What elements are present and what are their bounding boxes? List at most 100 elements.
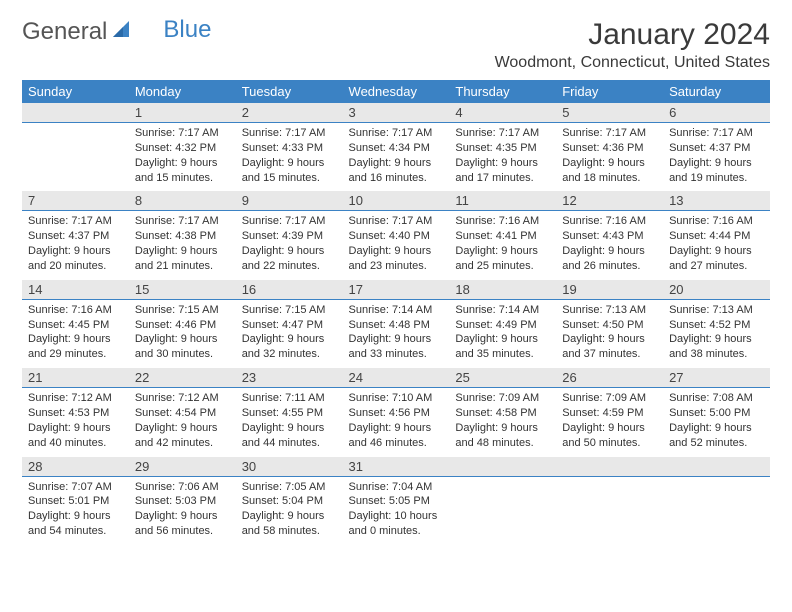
daylight-line: Daylight: 9 hours and 58 minutes. xyxy=(242,509,337,539)
day-number-bar: 30 xyxy=(236,457,343,477)
day-details: Sunrise: 7:17 AMSunset: 4:37 PMDaylight:… xyxy=(22,211,129,279)
day-details: Sunrise: 7:06 AMSunset: 5:03 PMDaylight:… xyxy=(129,477,236,545)
calendar-cell: 23Sunrise: 7:11 AMSunset: 4:55 PMDayligh… xyxy=(236,368,343,456)
daylight-line: Daylight: 9 hours and 40 minutes. xyxy=(28,421,123,451)
day-number-bar: 24 xyxy=(343,368,450,388)
location-text: Woodmont, Connecticut, United States xyxy=(495,54,770,72)
sunset-line: Sunset: 4:50 PM xyxy=(562,318,657,333)
day-details: Sunrise: 7:07 AMSunset: 5:01 PMDaylight:… xyxy=(22,477,129,545)
logo-text-general: General xyxy=(22,18,107,46)
day-details: Sunrise: 7:13 AMSunset: 4:50 PMDaylight:… xyxy=(556,300,663,368)
daylight-line: Daylight: 9 hours and 56 minutes. xyxy=(135,509,230,539)
day-number-bar: 8 xyxy=(129,191,236,211)
sunset-line: Sunset: 5:05 PM xyxy=(349,494,444,509)
day-details: Sunrise: 7:04 AMSunset: 5:05 PMDaylight:… xyxy=(343,477,450,545)
daylight-line: Daylight: 9 hours and 15 minutes. xyxy=(135,156,230,186)
empty-day-bar xyxy=(663,457,770,477)
daylight-line: Daylight: 9 hours and 30 minutes. xyxy=(135,332,230,362)
day-details: Sunrise: 7:16 AMSunset: 4:44 PMDaylight:… xyxy=(663,211,770,279)
day-details: Sunrise: 7:16 AMSunset: 4:43 PMDaylight:… xyxy=(556,211,663,279)
sunset-line: Sunset: 4:55 PM xyxy=(242,406,337,421)
empty-day-bar xyxy=(556,457,663,477)
day-number-bar: 18 xyxy=(449,280,556,300)
weekday-header: Friday xyxy=(556,80,663,103)
sunrise-line: Sunrise: 7:17 AM xyxy=(135,214,230,229)
calendar-cell: 1Sunrise: 7:17 AMSunset: 4:32 PMDaylight… xyxy=(129,103,236,191)
sunset-line: Sunset: 4:45 PM xyxy=(28,318,123,333)
day-number-bar: 10 xyxy=(343,191,450,211)
day-number-bar: 26 xyxy=(556,368,663,388)
day-details: Sunrise: 7:16 AMSunset: 4:41 PMDaylight:… xyxy=(449,211,556,279)
daylight-line: Daylight: 9 hours and 29 minutes. xyxy=(28,332,123,362)
sunset-line: Sunset: 4:52 PM xyxy=(669,318,764,333)
day-number-bar: 23 xyxy=(236,368,343,388)
calendar-body: 1Sunrise: 7:17 AMSunset: 4:32 PMDaylight… xyxy=(22,103,770,545)
calendar-cell: 16Sunrise: 7:15 AMSunset: 4:47 PMDayligh… xyxy=(236,280,343,368)
calendar-cell: 10Sunrise: 7:17 AMSunset: 4:40 PMDayligh… xyxy=(343,191,450,279)
sunrise-line: Sunrise: 7:16 AM xyxy=(562,214,657,229)
calendar-cell: 9Sunrise: 7:17 AMSunset: 4:39 PMDaylight… xyxy=(236,191,343,279)
calendar-cell: 17Sunrise: 7:14 AMSunset: 4:48 PMDayligh… xyxy=(343,280,450,368)
sunrise-line: Sunrise: 7:17 AM xyxy=(242,126,337,141)
weekday-header: Saturday xyxy=(663,80,770,103)
daylight-line: Daylight: 9 hours and 38 minutes. xyxy=(669,332,764,362)
day-details: Sunrise: 7:08 AMSunset: 5:00 PMDaylight:… xyxy=(663,388,770,456)
sunrise-line: Sunrise: 7:09 AM xyxy=(455,391,550,406)
day-number-bar: 21 xyxy=(22,368,129,388)
sunset-line: Sunset: 4:36 PM xyxy=(562,141,657,156)
day-number-bar: 17 xyxy=(343,280,450,300)
weekday-header: Wednesday xyxy=(343,80,450,103)
sunrise-line: Sunrise: 7:16 AM xyxy=(28,303,123,318)
day-number-bar: 20 xyxy=(663,280,770,300)
sunrise-line: Sunrise: 7:17 AM xyxy=(242,214,337,229)
sunrise-line: Sunrise: 7:07 AM xyxy=(28,480,123,495)
sunset-line: Sunset: 4:34 PM xyxy=(349,141,444,156)
day-details: Sunrise: 7:12 AMSunset: 4:53 PMDaylight:… xyxy=(22,388,129,456)
daylight-line: Daylight: 9 hours and 16 minutes. xyxy=(349,156,444,186)
month-title: January 2024 xyxy=(495,18,770,52)
sunrise-line: Sunrise: 7:14 AM xyxy=(455,303,550,318)
sunset-line: Sunset: 4:38 PM xyxy=(135,229,230,244)
sunset-line: Sunset: 4:33 PM xyxy=(242,141,337,156)
sunset-line: Sunset: 4:37 PM xyxy=(669,141,764,156)
daylight-line: Daylight: 9 hours and 15 minutes. xyxy=(242,156,337,186)
day-details: Sunrise: 7:17 AMSunset: 4:32 PMDaylight:… xyxy=(129,123,236,191)
daylight-line: Daylight: 9 hours and 35 minutes. xyxy=(455,332,550,362)
day-details: Sunrise: 7:17 AMSunset: 4:37 PMDaylight:… xyxy=(663,123,770,191)
day-details: Sunrise: 7:14 AMSunset: 4:48 PMDaylight:… xyxy=(343,300,450,368)
sunset-line: Sunset: 4:44 PM xyxy=(669,229,764,244)
calendar-cell: 12Sunrise: 7:16 AMSunset: 4:43 PMDayligh… xyxy=(556,191,663,279)
empty-day-bar xyxy=(449,457,556,477)
empty-day-bar xyxy=(22,103,129,123)
sunset-line: Sunset: 4:43 PM xyxy=(562,229,657,244)
sunrise-line: Sunrise: 7:17 AM xyxy=(135,126,230,141)
calendar-cell: 11Sunrise: 7:16 AMSunset: 4:41 PMDayligh… xyxy=(449,191,556,279)
day-number-bar: 13 xyxy=(663,191,770,211)
weekday-header: Thursday xyxy=(449,80,556,103)
sunrise-line: Sunrise: 7:15 AM xyxy=(242,303,337,318)
daylight-line: Daylight: 9 hours and 42 minutes. xyxy=(135,421,230,451)
calendar-cell: 15Sunrise: 7:15 AMSunset: 4:46 PMDayligh… xyxy=(129,280,236,368)
calendar-cell: 13Sunrise: 7:16 AMSunset: 4:44 PMDayligh… xyxy=(663,191,770,279)
sunset-line: Sunset: 4:37 PM xyxy=(28,229,123,244)
day-details: Sunrise: 7:11 AMSunset: 4:55 PMDaylight:… xyxy=(236,388,343,456)
weekday-header: Tuesday xyxy=(236,80,343,103)
day-details: Sunrise: 7:14 AMSunset: 4:49 PMDaylight:… xyxy=(449,300,556,368)
day-number-bar: 4 xyxy=(449,103,556,123)
day-details: Sunrise: 7:17 AMSunset: 4:40 PMDaylight:… xyxy=(343,211,450,279)
sunrise-line: Sunrise: 7:14 AM xyxy=(349,303,444,318)
calendar-cell: 27Sunrise: 7:08 AMSunset: 5:00 PMDayligh… xyxy=(663,368,770,456)
sunrise-line: Sunrise: 7:08 AM xyxy=(669,391,764,406)
calendar-cell: 14Sunrise: 7:16 AMSunset: 4:45 PMDayligh… xyxy=(22,280,129,368)
day-details: Sunrise: 7:13 AMSunset: 4:52 PMDaylight:… xyxy=(663,300,770,368)
calendar-cell xyxy=(556,457,663,545)
calendar-cell: 22Sunrise: 7:12 AMSunset: 4:54 PMDayligh… xyxy=(129,368,236,456)
sunrise-line: Sunrise: 7:06 AM xyxy=(135,480,230,495)
weekday-header: Sunday xyxy=(22,80,129,103)
sunset-line: Sunset: 4:47 PM xyxy=(242,318,337,333)
day-details: Sunrise: 7:09 AMSunset: 4:59 PMDaylight:… xyxy=(556,388,663,456)
day-number-bar: 15 xyxy=(129,280,236,300)
calendar-cell: 21Sunrise: 7:12 AMSunset: 4:53 PMDayligh… xyxy=(22,368,129,456)
calendar-cell: 6Sunrise: 7:17 AMSunset: 4:37 PMDaylight… xyxy=(663,103,770,191)
sunset-line: Sunset: 5:00 PM xyxy=(669,406,764,421)
